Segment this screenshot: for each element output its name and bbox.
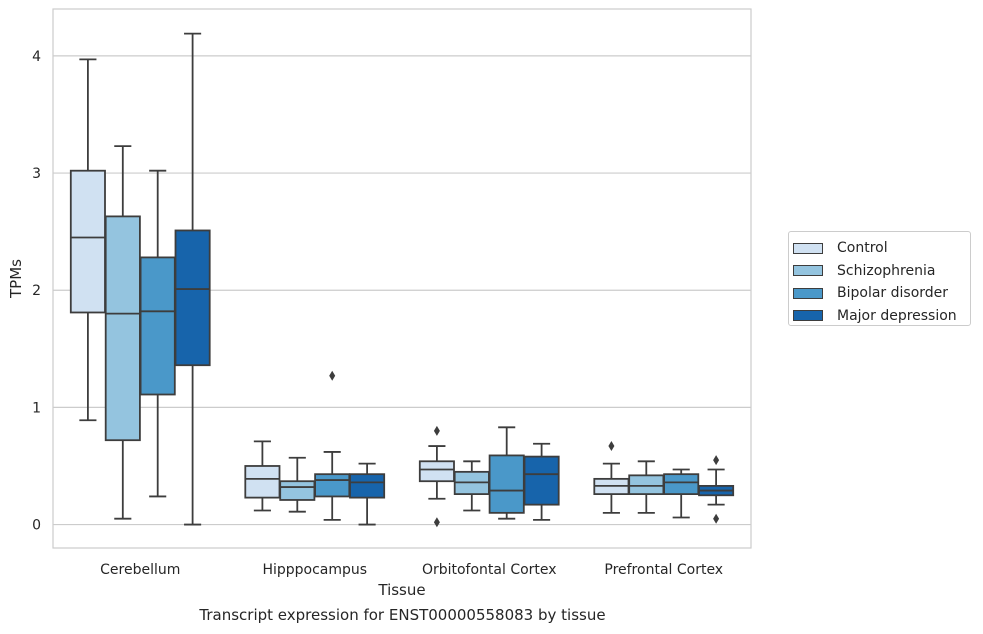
box-bipolar-disorder (314, 370, 351, 521)
legend-item-major-depression: Major depression (793, 305, 970, 328)
box-iqr (174, 229, 211, 367)
legend-label: Major depression (837, 307, 957, 324)
box-control (593, 441, 630, 514)
outlier-marker (329, 370, 336, 381)
box-iqr (244, 465, 281, 499)
box-iqr (104, 215, 141, 442)
box-control (244, 440, 281, 512)
y-tick-label: 0 (32, 518, 41, 534)
x-tick-label: Prefrontal Cortex (604, 562, 723, 578)
box-iqr (69, 169, 106, 314)
x-tick-label: Cerebellum (100, 562, 180, 578)
legend-swatch (793, 310, 823, 322)
legend-item-control: Control (793, 237, 970, 260)
outlier-marker (433, 517, 440, 528)
box-series (69, 32, 735, 528)
y-tick-label: 3 (32, 166, 41, 182)
box-iqr (349, 473, 386, 499)
box-iqr (523, 455, 560, 506)
outlier-marker (713, 513, 720, 524)
legend-label: Schizophrenia (837, 262, 936, 279)
box-iqr (418, 460, 455, 483)
box-control (69, 58, 106, 422)
outlier-marker (608, 441, 615, 452)
legend-label: Bipolar disorder (837, 285, 949, 302)
y-tick-label: 1 (32, 400, 41, 416)
box-major-depression (174, 32, 211, 526)
x-tick-label: Orbitofontal Cortex (422, 562, 557, 578)
chart-title: Transcript expression for ENST0000055808… (199, 606, 606, 624)
y-axis-label: TPMs (7, 259, 25, 299)
legend-item-bipolar-disorder: Bipolar disorder (793, 282, 970, 305)
box-iqr (314, 473, 351, 498)
tick-labels: 0 1 2 3 4 Cerebellum Hipppocampus Orbitofontal … (32, 49, 723, 578)
box-bipolar-disorder (139, 169, 176, 498)
outlier-marker (433, 425, 440, 436)
x-axis-label: Tissue (377, 581, 425, 599)
box-major-depression (523, 442, 560, 521)
legend-swatch (793, 265, 823, 277)
box-iqr (663, 473, 700, 495)
box-major-depression (698, 455, 735, 524)
outlier-marker (713, 455, 720, 466)
box-iqr (279, 480, 316, 501)
box-iqr (139, 256, 176, 396)
x-tick-label: Hipppocampus (262, 562, 367, 578)
legend: Control Schizophrenia Bipolar disorder M… (788, 231, 971, 326)
y-tick-label: 2 (32, 283, 41, 299)
legend-item-schizophrenia: Schizophrenia (793, 260, 970, 283)
y-tick-label: 4 (32, 49, 41, 65)
legend-label: Control (837, 240, 888, 257)
box-control (418, 425, 455, 528)
box-schizophrenia (104, 145, 141, 520)
box-major-depression (349, 462, 386, 526)
plot-frame (52, 8, 752, 549)
box-bipolar-disorder (663, 468, 700, 519)
legend-swatch (793, 242, 823, 254)
legend-swatch (793, 287, 823, 299)
box-iqr (628, 474, 665, 495)
box-iqr (488, 454, 525, 514)
box-bipolar-disorder (488, 426, 525, 520)
